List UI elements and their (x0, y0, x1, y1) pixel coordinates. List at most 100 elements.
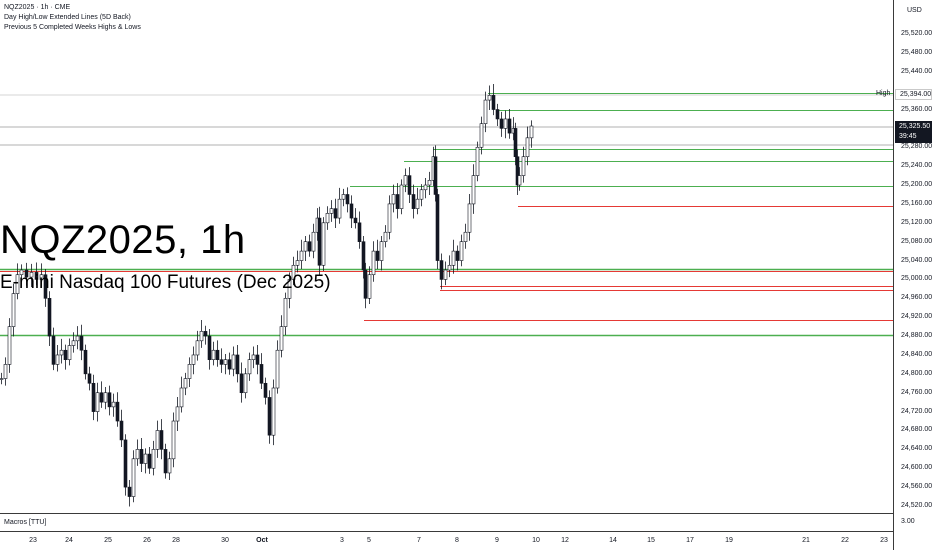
candle-body (407, 175, 412, 195)
candle-body (367, 274, 372, 299)
candle-body (75, 335, 80, 342)
chart-area[interactable]: NQZ2025, 1h E-mini Nasdaq 100 Futures (D… (0, 0, 893, 513)
candle (399, 179, 404, 215)
price-axis[interactable]: 25,520.00 25,480.00 25,440.00 25,360.00 25,2… (893, 0, 932, 550)
candle (179, 376, 184, 413)
high-price-tag: 25,394.00 (895, 89, 932, 100)
time-tick-label: 23 (880, 537, 888, 544)
candle-body (123, 439, 128, 488)
candle (467, 194, 472, 241)
candle-body (95, 392, 100, 412)
time-tick-label: 17 (686, 537, 694, 544)
candle (345, 187, 350, 213)
candle-body (147, 453, 152, 469)
candle-body (87, 373, 92, 384)
indicator-legend-2[interactable]: Previous 5 Completed Weeks Highs & Lows (4, 24, 141, 31)
high-tag: High (876, 90, 891, 97)
candle (517, 167, 522, 191)
time-tick-label: 12 (561, 537, 569, 544)
macros-label[interactable]: Macros [TTU] (4, 519, 47, 526)
candle (155, 420, 160, 458)
candle (235, 345, 240, 383)
candle-body (349, 203, 354, 219)
candle-body (15, 274, 20, 294)
candle (195, 330, 200, 361)
candle-body (91, 382, 96, 412)
candle-body (67, 345, 72, 360)
time-axis[interactable]: 23 24 25 26 28 30 Oct 3 5 7 8 9 10 12 14 15 17 19 21 22 23 (0, 531, 893, 551)
candle (419, 184, 424, 207)
candle (363, 262, 368, 309)
candle-body (403, 175, 408, 186)
candle-body (167, 458, 172, 474)
candle (147, 447, 152, 474)
candlestick-chart[interactable] (0, 0, 893, 513)
candle (139, 438, 144, 473)
candle (171, 412, 176, 468)
candle (227, 352, 232, 375)
candle (307, 234, 312, 257)
candle-body (499, 118, 504, 129)
price-tick-label: 25,360.00 (901, 105, 932, 113)
price-tick-label: 24,600.00 (901, 464, 932, 472)
candle-body (159, 430, 164, 450)
candle (11, 283, 16, 337)
candle-body (447, 264, 452, 271)
candle (119, 409, 124, 447)
candle (329, 200, 334, 222)
price-tick-label: 25,440.00 (901, 67, 932, 75)
candle-body (151, 449, 156, 469)
candle-body (383, 231, 388, 242)
candle (395, 183, 400, 219)
candle-body (175, 406, 180, 422)
candle-body (24, 269, 29, 278)
candle-body (491, 95, 496, 110)
candle-body (433, 156, 438, 195)
candle-body (471, 175, 476, 205)
candle-body (379, 241, 384, 261)
macros-pane[interactable]: Macros [TTU] (0, 513, 893, 532)
candle-body (215, 349, 220, 360)
last-price-tag: 25,325.50 39:45 (895, 121, 932, 143)
candle (39, 263, 44, 287)
candle-body (529, 125, 534, 139)
candle (529, 120, 534, 148)
candle (247, 352, 252, 381)
candle (191, 346, 196, 375)
candle (79, 324, 84, 361)
candle-body (19, 269, 24, 276)
price-tick-label: 24,960.00 (901, 294, 932, 302)
candle (19, 264, 24, 282)
candle (353, 208, 358, 229)
candle-body (443, 269, 448, 280)
price-tick-label: 24,800.00 (901, 369, 932, 377)
candle (287, 272, 292, 309)
candle (91, 374, 96, 421)
candle-body (291, 264, 296, 280)
time-tick-label: 30 (221, 537, 229, 544)
candle-body (0, 378, 4, 380)
candle-body (395, 194, 400, 209)
candle-body (345, 194, 350, 205)
candle-body (3, 364, 8, 379)
candle-body (439, 260, 444, 280)
candle (411, 184, 416, 219)
indicator-legend-1[interactable]: Day High/Low Extended Lines (5D Back) (4, 14, 131, 21)
symbol-line[interactable]: NQZ2025 · 1h · CME (4, 4, 71, 11)
candle (24, 262, 29, 286)
currency-label[interactable]: USD (907, 7, 922, 14)
candle-body (475, 146, 480, 176)
candle (251, 346, 256, 369)
candle-body (7, 326, 12, 365)
candle (263, 377, 268, 405)
candle (423, 177, 428, 199)
candle (475, 141, 480, 182)
candle (451, 239, 456, 274)
candle-body (267, 397, 272, 436)
candle (525, 126, 530, 166)
candle-body (34, 272, 39, 280)
price-tick-label: 25,280.00 (901, 143, 932, 151)
price-tick-label: 25,000.00 (901, 275, 932, 283)
candle-body (399, 184, 404, 209)
candle-body (391, 194, 396, 205)
